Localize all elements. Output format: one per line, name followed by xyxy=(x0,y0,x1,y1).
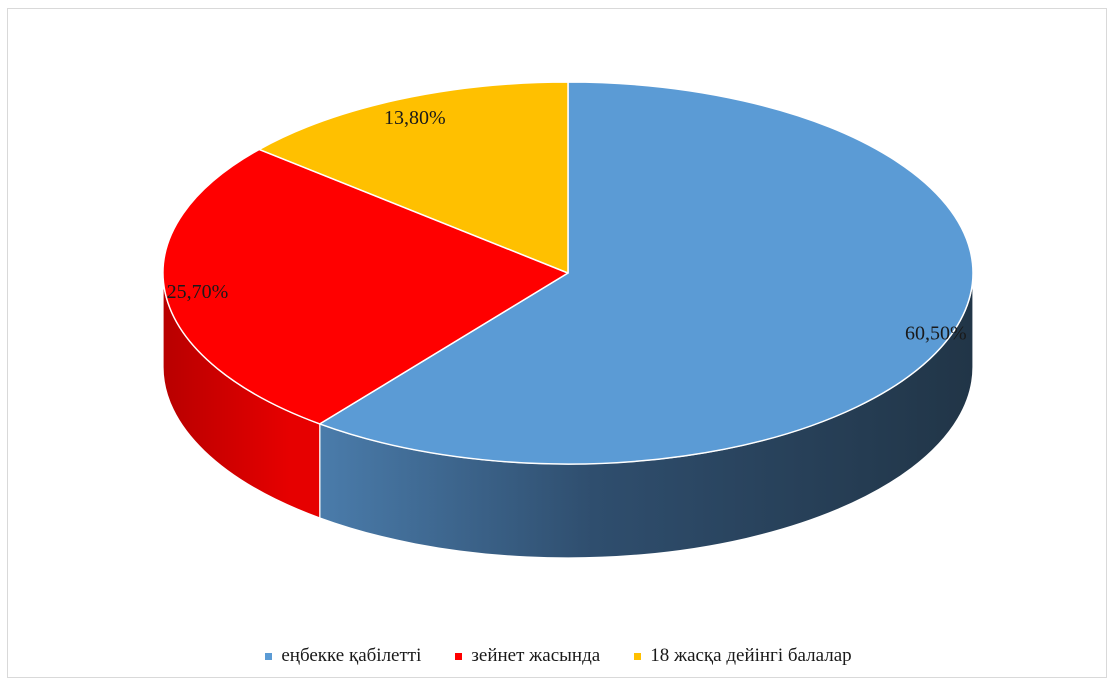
legend-swatch-retirement-age xyxy=(455,652,463,660)
legend-item-retirement-age: зейнет жасында xyxy=(455,645,600,667)
chart-legend: еңбекке қабілетті зейнет жасында 18 жасқ… xyxy=(0,645,1117,667)
data-label-working-age: 60,50% xyxy=(905,322,967,344)
pie-slice-under-18 xyxy=(258,81,569,274)
legend-label-working-age: еңбекке қабілетті xyxy=(281,645,422,666)
data-label-under-18: 13,80% xyxy=(384,107,446,129)
pie-slice-retirement-age xyxy=(162,148,569,425)
legend-swatch-under-18 xyxy=(634,652,642,660)
legend-swatch-working-age xyxy=(265,652,273,660)
data-label-retirement-age: 25,70% xyxy=(167,281,229,303)
pie-slice-working-age xyxy=(319,81,974,465)
legend-label-retirement-age: зейнет жасында xyxy=(471,645,601,666)
legend-label-under-18: 18 жасқа дейінгі балалар xyxy=(650,645,852,666)
legend-item-under-18: 18 жасқа дейінгі балалар xyxy=(634,645,852,667)
legend-item-working-age: еңбекке қабілетті xyxy=(265,645,421,667)
